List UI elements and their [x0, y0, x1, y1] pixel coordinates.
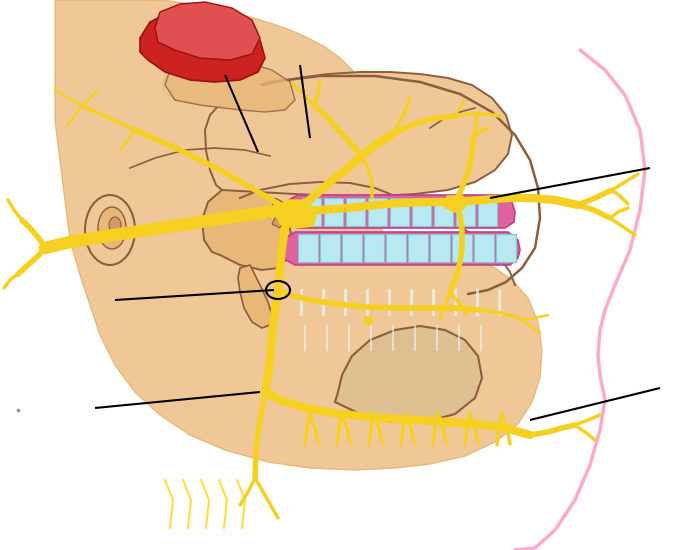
Polygon shape [335, 326, 482, 422]
Polygon shape [275, 200, 317, 228]
Ellipse shape [98, 207, 126, 249]
Polygon shape [430, 234, 450, 262]
Polygon shape [280, 232, 520, 265]
Polygon shape [155, 2, 260, 60]
Polygon shape [386, 234, 406, 262]
Polygon shape [165, 58, 295, 112]
Polygon shape [368, 198, 387, 226]
Polygon shape [364, 234, 384, 262]
Polygon shape [346, 198, 365, 226]
Polygon shape [202, 188, 292, 270]
Polygon shape [302, 198, 321, 226]
Polygon shape [298, 234, 318, 262]
Polygon shape [272, 216, 284, 228]
Polygon shape [496, 234, 516, 262]
Ellipse shape [85, 195, 135, 265]
Polygon shape [238, 265, 272, 328]
Polygon shape [408, 234, 428, 262]
Polygon shape [456, 198, 475, 226]
Polygon shape [478, 198, 497, 226]
Polygon shape [140, 10, 265, 82]
Polygon shape [412, 198, 431, 226]
Polygon shape [320, 234, 340, 262]
Ellipse shape [109, 217, 121, 233]
Polygon shape [390, 198, 409, 226]
Polygon shape [474, 234, 494, 262]
Polygon shape [324, 198, 343, 226]
Polygon shape [342, 234, 362, 262]
Polygon shape [163, 65, 272, 110]
Polygon shape [55, 0, 542, 470]
Polygon shape [284, 195, 515, 228]
Polygon shape [272, 198, 283, 210]
Polygon shape [445, 196, 465, 212]
Polygon shape [452, 234, 472, 262]
Polygon shape [434, 198, 453, 226]
Polygon shape [205, 72, 512, 196]
